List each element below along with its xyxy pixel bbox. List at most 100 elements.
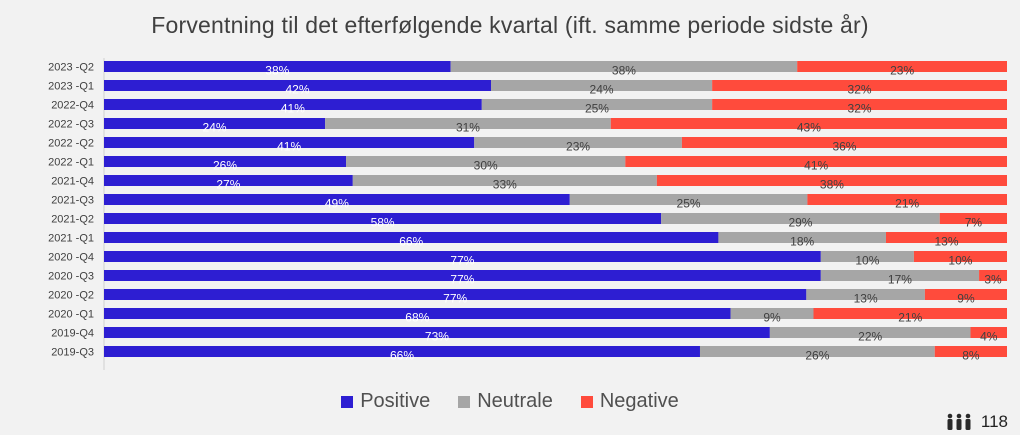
data-label-negative-2: 32% (848, 102, 872, 116)
data-label-positive-0: 38% (265, 64, 289, 78)
data-label-neutrale-8: 29% (788, 216, 812, 230)
legend-item-neutrale: Neutrale (458, 390, 553, 413)
legend-item-positive: Positive (341, 390, 430, 413)
data-label-negative-7: 21% (895, 197, 919, 211)
data-label-negative-1: 32% (848, 83, 872, 97)
data-label-negative-8: 7% (965, 216, 983, 230)
bar-positive-6 (104, 175, 353, 186)
bar-negative-14 (970, 327, 1007, 338)
legend-swatch-negative (580, 395, 593, 408)
bar-positive-10 (104, 251, 821, 262)
data-label-positive-5: 26% (213, 159, 237, 173)
category-tick-label-7: 2021-Q3 (51, 195, 94, 207)
bar-positive-15 (104, 346, 700, 357)
data-label-neutrale-6: 33% (493, 178, 517, 192)
category-tick-label-14: 2019-Q4 (51, 328, 94, 340)
data-label-neutrale-10: 10% (855, 254, 879, 268)
bar-negative-8 (939, 213, 1007, 224)
bar-positive-13 (104, 308, 731, 319)
data-label-neutrale-12: 13% (854, 292, 878, 306)
legend-label-negative: Negative (599, 390, 679, 412)
bar-positive-8 (104, 213, 662, 224)
data-label-positive-7: 49% (325, 197, 349, 211)
category-tick-label-0: 2023 -Q2 (48, 62, 94, 74)
bar-negative-1 (712, 80, 1007, 91)
stacked-bar-chart: 38% 38% 23% 42% 24% 32% 41% 25% 32% 24% 31% 43% 41% 2… (48, 58, 1007, 370)
data-label-negative-3: 43% (797, 121, 821, 135)
bar-positive-7 (104, 194, 570, 205)
data-label-negative-14: 4% (980, 330, 998, 344)
bar-neutrale-12 (806, 289, 925, 300)
data-label-positive-8: 58% (371, 216, 395, 230)
category-tick-label-8: 2021-Q2 (51, 214, 94, 226)
bar-positive-11 (104, 270, 821, 281)
data-label-neutrale-5: 30% (474, 159, 498, 173)
category-tick-label-13: 2020 -Q1 (48, 309, 94, 321)
bar-neutrale-0 (450, 61, 798, 72)
respondent-count-value: 118 (980, 412, 1008, 431)
data-label-neutrale-15: 26% (805, 349, 829, 363)
category-tick-label-5: 2022 -Q1 (48, 157, 94, 169)
category-tick-label-3: 2022 -Q3 (48, 119, 94, 131)
category-tick-label-6: 2021-Q4 (51, 176, 94, 188)
bar-neutrale-6 (352, 175, 657, 186)
bar-neutrale-4 (474, 137, 682, 148)
category-tick-label-1: 2023 -Q1 (48, 81, 94, 93)
data-label-neutrale-1: 24% (590, 83, 614, 97)
category-tick-label-15: 2019-Q3 (51, 347, 94, 359)
bar-positive-2 (104, 99, 482, 110)
data-label-negative-11: 3% (984, 273, 1002, 287)
legend: Positive Neutrale Negative (0, 390, 1020, 413)
bar-neutrale-11 (820, 270, 980, 281)
legend-label-neutrale: Neutrale (477, 390, 553, 412)
data-label-positive-14: 73% (425, 330, 449, 344)
bar-neutrale-8 (661, 213, 940, 224)
bar-negative-5 (625, 156, 1007, 167)
bar-negative-9 (885, 232, 1007, 243)
bar-neutrale-7 (569, 194, 808, 205)
bar-negative-7 (807, 194, 1007, 205)
data-label-positive-12: 77% (443, 292, 467, 306)
data-label-positive-10: 77% (450, 254, 474, 268)
respondent-count: 118 (945, 412, 1008, 432)
data-label-positive-3: 24% (203, 121, 227, 135)
data-label-positive-9: 66% (399, 235, 423, 249)
data-label-negative-6: 38% (820, 178, 844, 192)
data-label-neutrale-14: 22% (858, 330, 882, 344)
data-label-positive-2: 41% (281, 102, 305, 116)
legend-item-negative: Negative (580, 390, 679, 413)
data-label-neutrale-4: 23% (566, 140, 590, 154)
data-label-negative-9: 13% (934, 235, 958, 249)
bar-positive-9 (104, 232, 719, 243)
bar-neutrale-10 (820, 251, 914, 262)
bar-negative-12 (924, 289, 1007, 300)
data-label-positive-6: 27% (216, 178, 240, 192)
category-tick-label-2: 2022-Q4 (51, 100, 94, 112)
data-label-neutrale-9: 18% (790, 235, 814, 249)
bar-negative-13 (813, 308, 1007, 319)
data-label-negative-15: 8% (962, 349, 980, 363)
category-tick-label-4: 2022 -Q2 (48, 138, 94, 150)
category-tick-label-10: 2020 -Q4 (48, 252, 94, 264)
data-label-positive-1: 42% (285, 83, 309, 97)
bar-negative-11 (979, 270, 1007, 281)
data-label-negative-12: 9% (957, 292, 975, 306)
data-label-negative-10: 10% (948, 254, 972, 268)
bar-negative-15 (934, 346, 1007, 357)
bar-neutrale-13 (730, 308, 814, 319)
bar-neutrale-15 (699, 346, 935, 357)
category-tick-label-12: 2020 -Q2 (48, 290, 94, 302)
data-label-neutrale-3: 31% (456, 121, 480, 135)
data-label-neutrale-11: 17% (888, 273, 912, 287)
bar-neutrale-14 (769, 327, 971, 338)
data-label-positive-13: 68% (405, 311, 429, 325)
data-label-neutrale-13: 9% (763, 311, 781, 325)
bar-negative-3 (610, 118, 1007, 129)
bar-positive-0 (104, 61, 451, 72)
bar-negative-10 (913, 251, 1007, 262)
category-tick-label-11: 2020 -Q3 (48, 271, 94, 283)
data-label-negative-13: 21% (898, 311, 922, 325)
data-label-neutrale-0: 38% (612, 64, 636, 78)
legend-swatch-neutrale (458, 395, 471, 408)
category-tick-label-9: 2021 -Q1 (48, 233, 94, 245)
